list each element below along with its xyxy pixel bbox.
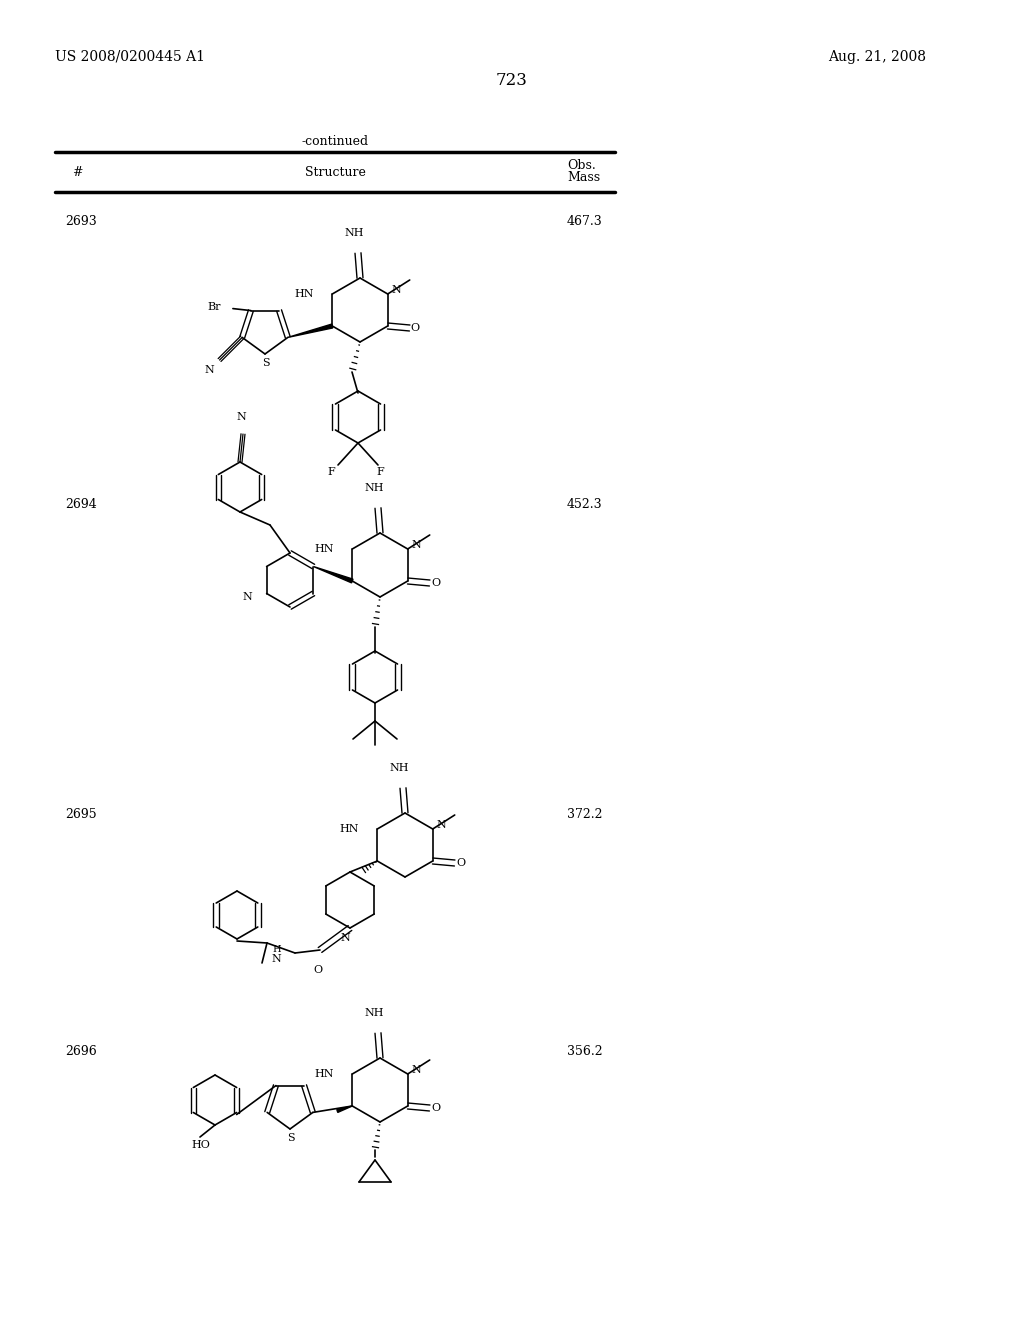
Text: Mass: Mass xyxy=(567,172,600,183)
Text: 2694: 2694 xyxy=(65,498,96,511)
Text: O: O xyxy=(313,965,323,975)
Text: S: S xyxy=(262,358,269,368)
Text: HO: HO xyxy=(191,1140,210,1150)
Text: Obs.: Obs. xyxy=(567,158,596,172)
Text: 372.2: 372.2 xyxy=(567,808,602,821)
Text: HN: HN xyxy=(314,1069,334,1078)
Text: Structure: Structure xyxy=(304,165,366,178)
Text: N: N xyxy=(271,954,281,964)
Text: NH: NH xyxy=(365,1008,384,1018)
Polygon shape xyxy=(288,325,333,338)
Text: N: N xyxy=(412,1065,422,1074)
Text: O: O xyxy=(411,323,420,333)
Polygon shape xyxy=(337,1106,352,1113)
Text: #: # xyxy=(72,165,83,178)
Text: 2695: 2695 xyxy=(65,808,96,821)
Text: HN: HN xyxy=(340,824,359,834)
Text: 2696: 2696 xyxy=(65,1045,96,1059)
Text: N: N xyxy=(243,591,253,602)
Polygon shape xyxy=(313,566,353,583)
Text: F: F xyxy=(327,467,335,477)
Text: 467.3: 467.3 xyxy=(567,215,603,228)
Text: Aug. 21, 2008: Aug. 21, 2008 xyxy=(828,50,926,63)
Text: F: F xyxy=(376,467,384,477)
Text: N: N xyxy=(340,933,350,942)
Text: 356.2: 356.2 xyxy=(567,1045,603,1059)
Text: N: N xyxy=(392,285,401,294)
Text: N: N xyxy=(237,412,246,422)
Text: HN: HN xyxy=(314,544,334,554)
Text: Br: Br xyxy=(208,301,221,312)
Text: N: N xyxy=(205,366,214,375)
Text: N: N xyxy=(412,540,422,550)
Text: NH: NH xyxy=(344,228,364,238)
Text: US 2008/0200445 A1: US 2008/0200445 A1 xyxy=(55,50,205,63)
Text: 452.3: 452.3 xyxy=(567,498,603,511)
Text: -continued: -continued xyxy=(301,135,369,148)
Text: 723: 723 xyxy=(496,73,528,88)
Text: NH: NH xyxy=(365,483,384,492)
Text: O: O xyxy=(457,858,466,869)
Text: HN: HN xyxy=(295,289,314,300)
Text: O: O xyxy=(432,578,441,587)
Text: NH: NH xyxy=(389,763,409,774)
Text: H: H xyxy=(272,945,281,954)
Text: S: S xyxy=(287,1133,295,1143)
Text: O: O xyxy=(432,1104,441,1113)
Text: N: N xyxy=(436,820,446,830)
Text: 2693: 2693 xyxy=(65,215,96,228)
